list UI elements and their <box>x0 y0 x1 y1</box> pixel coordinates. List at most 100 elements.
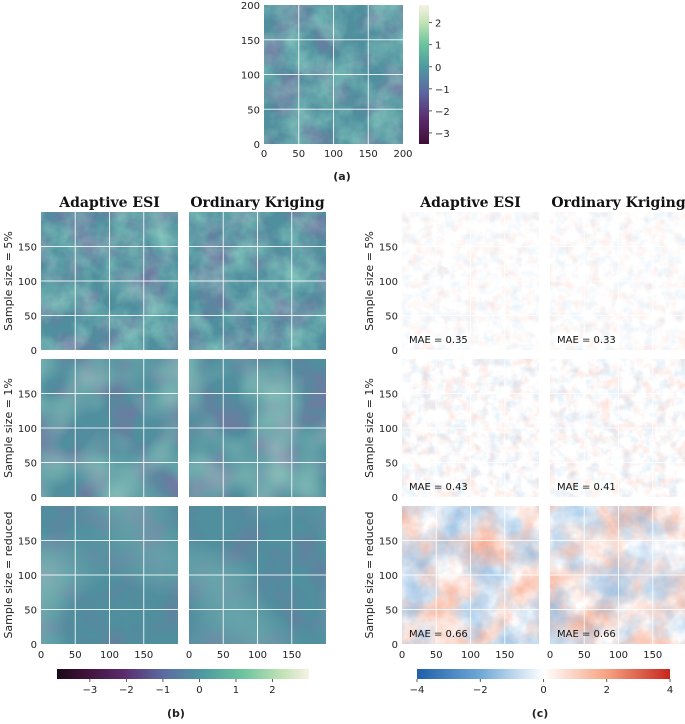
panel-c-ytick: 100 <box>379 277 398 288</box>
panel-c-map-r2c0 <box>402 506 539 644</box>
panel-b-ytick: 100 <box>18 424 37 435</box>
panel-b-ytick: 0 <box>31 346 37 357</box>
panel-c-mae-label: MAE = 0.66 <box>409 629 468 640</box>
panel-b-ytick: 50 <box>24 312 37 323</box>
panel-b-ytick: 150 <box>18 243 37 254</box>
panel-b-col-header: Ordinary Kriging <box>190 195 324 211</box>
panel-b-xtick: 50 <box>217 650 230 661</box>
panel-b-xtick: 50 <box>69 650 82 661</box>
panel-a-ytick: 50 <box>247 105 260 116</box>
panel-b-row-label: Sample size = 1% <box>2 378 15 478</box>
panel-c-row-label: Sample size = 1% <box>363 378 376 478</box>
panel-a-xtick: 0 <box>261 149 267 160</box>
panel-b-cbar-tick: 1 <box>233 685 239 696</box>
panel-b-map-r0c0 <box>41 212 178 350</box>
panel-a-cbar-tick: 2 <box>435 19 441 30</box>
panel-b-ytick: 0 <box>31 640 37 651</box>
panel-a-cbar-tick: −2 <box>435 107 450 118</box>
panel-b-label: (b) <box>167 707 185 720</box>
panel-a-cbar-tick: 1 <box>435 41 441 52</box>
panel-a-xtick: 200 <box>393 149 412 160</box>
panel-c-cbar-tick: −4 <box>410 685 425 696</box>
panel-a-map <box>264 5 403 144</box>
panel-c-mae-label: MAE = 0.33 <box>557 335 616 346</box>
panel-c-ytick: 0 <box>392 493 398 504</box>
panel-c-xtick: 150 <box>495 650 514 661</box>
panel-c-map-r1c0 <box>402 359 539 497</box>
panel-b-ytick: 100 <box>18 571 37 582</box>
panel-c-ytick: 150 <box>379 390 398 401</box>
panel-c-cbar-tick: 4 <box>667 685 673 696</box>
panel-a-ytick: 200 <box>241 1 260 12</box>
panel-c-ytick: 150 <box>379 537 398 548</box>
panel-c-map-r0c0 <box>402 212 539 350</box>
panel-c-xtick: 150 <box>643 650 662 661</box>
panel-b-row-label: Sample size = 5% <box>2 231 15 331</box>
panel-c-cbar-tick: 2 <box>604 685 610 696</box>
panel-a-cbar-tick: 0 <box>435 63 441 74</box>
panel-c-map-r0c1 <box>550 212 685 350</box>
panel-c-xtick: 0 <box>399 650 405 661</box>
panel-b-ytick: 150 <box>18 390 37 401</box>
panel-c-xtick: 50 <box>430 650 443 661</box>
panel-b-xtick: 100 <box>100 650 119 661</box>
panel-b-xtick: 0 <box>38 650 44 661</box>
panel-b-map-r2c0 <box>41 506 178 644</box>
panel-b-ytick: 0 <box>31 493 37 504</box>
panel-a-xtick: 100 <box>324 149 343 160</box>
panel-a-cbar-tick: −3 <box>435 129 450 140</box>
panel-b-map-r1c1 <box>189 359 326 497</box>
panel-c-colorbar <box>417 669 670 679</box>
panel-c-ytick: 0 <box>392 640 398 651</box>
panel-b-ytick: 50 <box>24 459 37 470</box>
panel-c-ytick: 50 <box>385 606 398 617</box>
panel-c-row-label: Sample size = reduced <box>363 511 376 638</box>
panel-b-ytick: 150 <box>18 537 37 548</box>
panel-b-xtick: 150 <box>282 650 301 661</box>
panel-c-ytick: 50 <box>385 312 398 323</box>
panel-c-ytick: 50 <box>385 459 398 470</box>
panel-c-xtick: 0 <box>547 650 553 661</box>
panel-c-mae-label: MAE = 0.66 <box>557 629 616 640</box>
panel-c-cbar-tick: 0 <box>540 685 546 696</box>
panel-c-ytick: 0 <box>392 346 398 357</box>
panel-a-ytick: 100 <box>241 71 260 82</box>
panel-c-mae-label: MAE = 0.43 <box>409 482 468 493</box>
panel-c-ytick: 100 <box>379 571 398 582</box>
panel-a-xtick: 150 <box>359 149 378 160</box>
panel-c-cbar-tick: −2 <box>473 685 488 696</box>
panel-b-colorbar <box>57 669 309 679</box>
panel-b-map-r2c1 <box>189 506 326 644</box>
panels-layer <box>41 5 685 679</box>
panel-a-ytick: 150 <box>241 36 260 47</box>
panel-a-label: (a) <box>333 170 350 183</box>
panel-b-cbar-tick: 2 <box>269 685 275 696</box>
panel-c-col-header: Ordinary Kriging <box>551 195 685 211</box>
panel-b-xtick: 100 <box>248 650 267 661</box>
panel-c-xtick: 100 <box>461 650 480 661</box>
panel-c-col-header: Adaptive ESI <box>419 195 521 211</box>
panel-b-map-r1c0 <box>41 359 178 497</box>
panel-c-mae-label: MAE = 0.35 <box>409 335 468 346</box>
panel-a-xtick: 50 <box>292 149 305 160</box>
panel-c-map-r1c1 <box>550 359 685 497</box>
panel-c-xtick: 100 <box>609 650 628 661</box>
panel-a-colorbar <box>419 5 429 144</box>
panel-c-xtick: 50 <box>578 650 591 661</box>
panel-c-ytick: 100 <box>379 424 398 435</box>
panel-b-cbar-tick: 0 <box>196 685 202 696</box>
panel-a-ytick: 0 <box>254 140 260 151</box>
panel-c-row-label: Sample size = 5% <box>363 231 376 331</box>
panel-c-label: (c) <box>532 707 549 720</box>
panel-b-map-r0c1 <box>189 212 326 350</box>
panel-b-col-header: Adaptive ESI <box>58 195 160 211</box>
panel-a-cbar-tick: −1 <box>435 85 450 96</box>
panel-b-xtick: 150 <box>134 650 153 661</box>
panel-b-ytick: 100 <box>18 277 37 288</box>
panel-b-xtick: 0 <box>186 650 192 661</box>
panel-b-ytick: 50 <box>24 606 37 617</box>
panel-c-map-r2c1 <box>550 506 685 644</box>
panel-b-row-label: Sample size = reduced <box>2 511 15 638</box>
